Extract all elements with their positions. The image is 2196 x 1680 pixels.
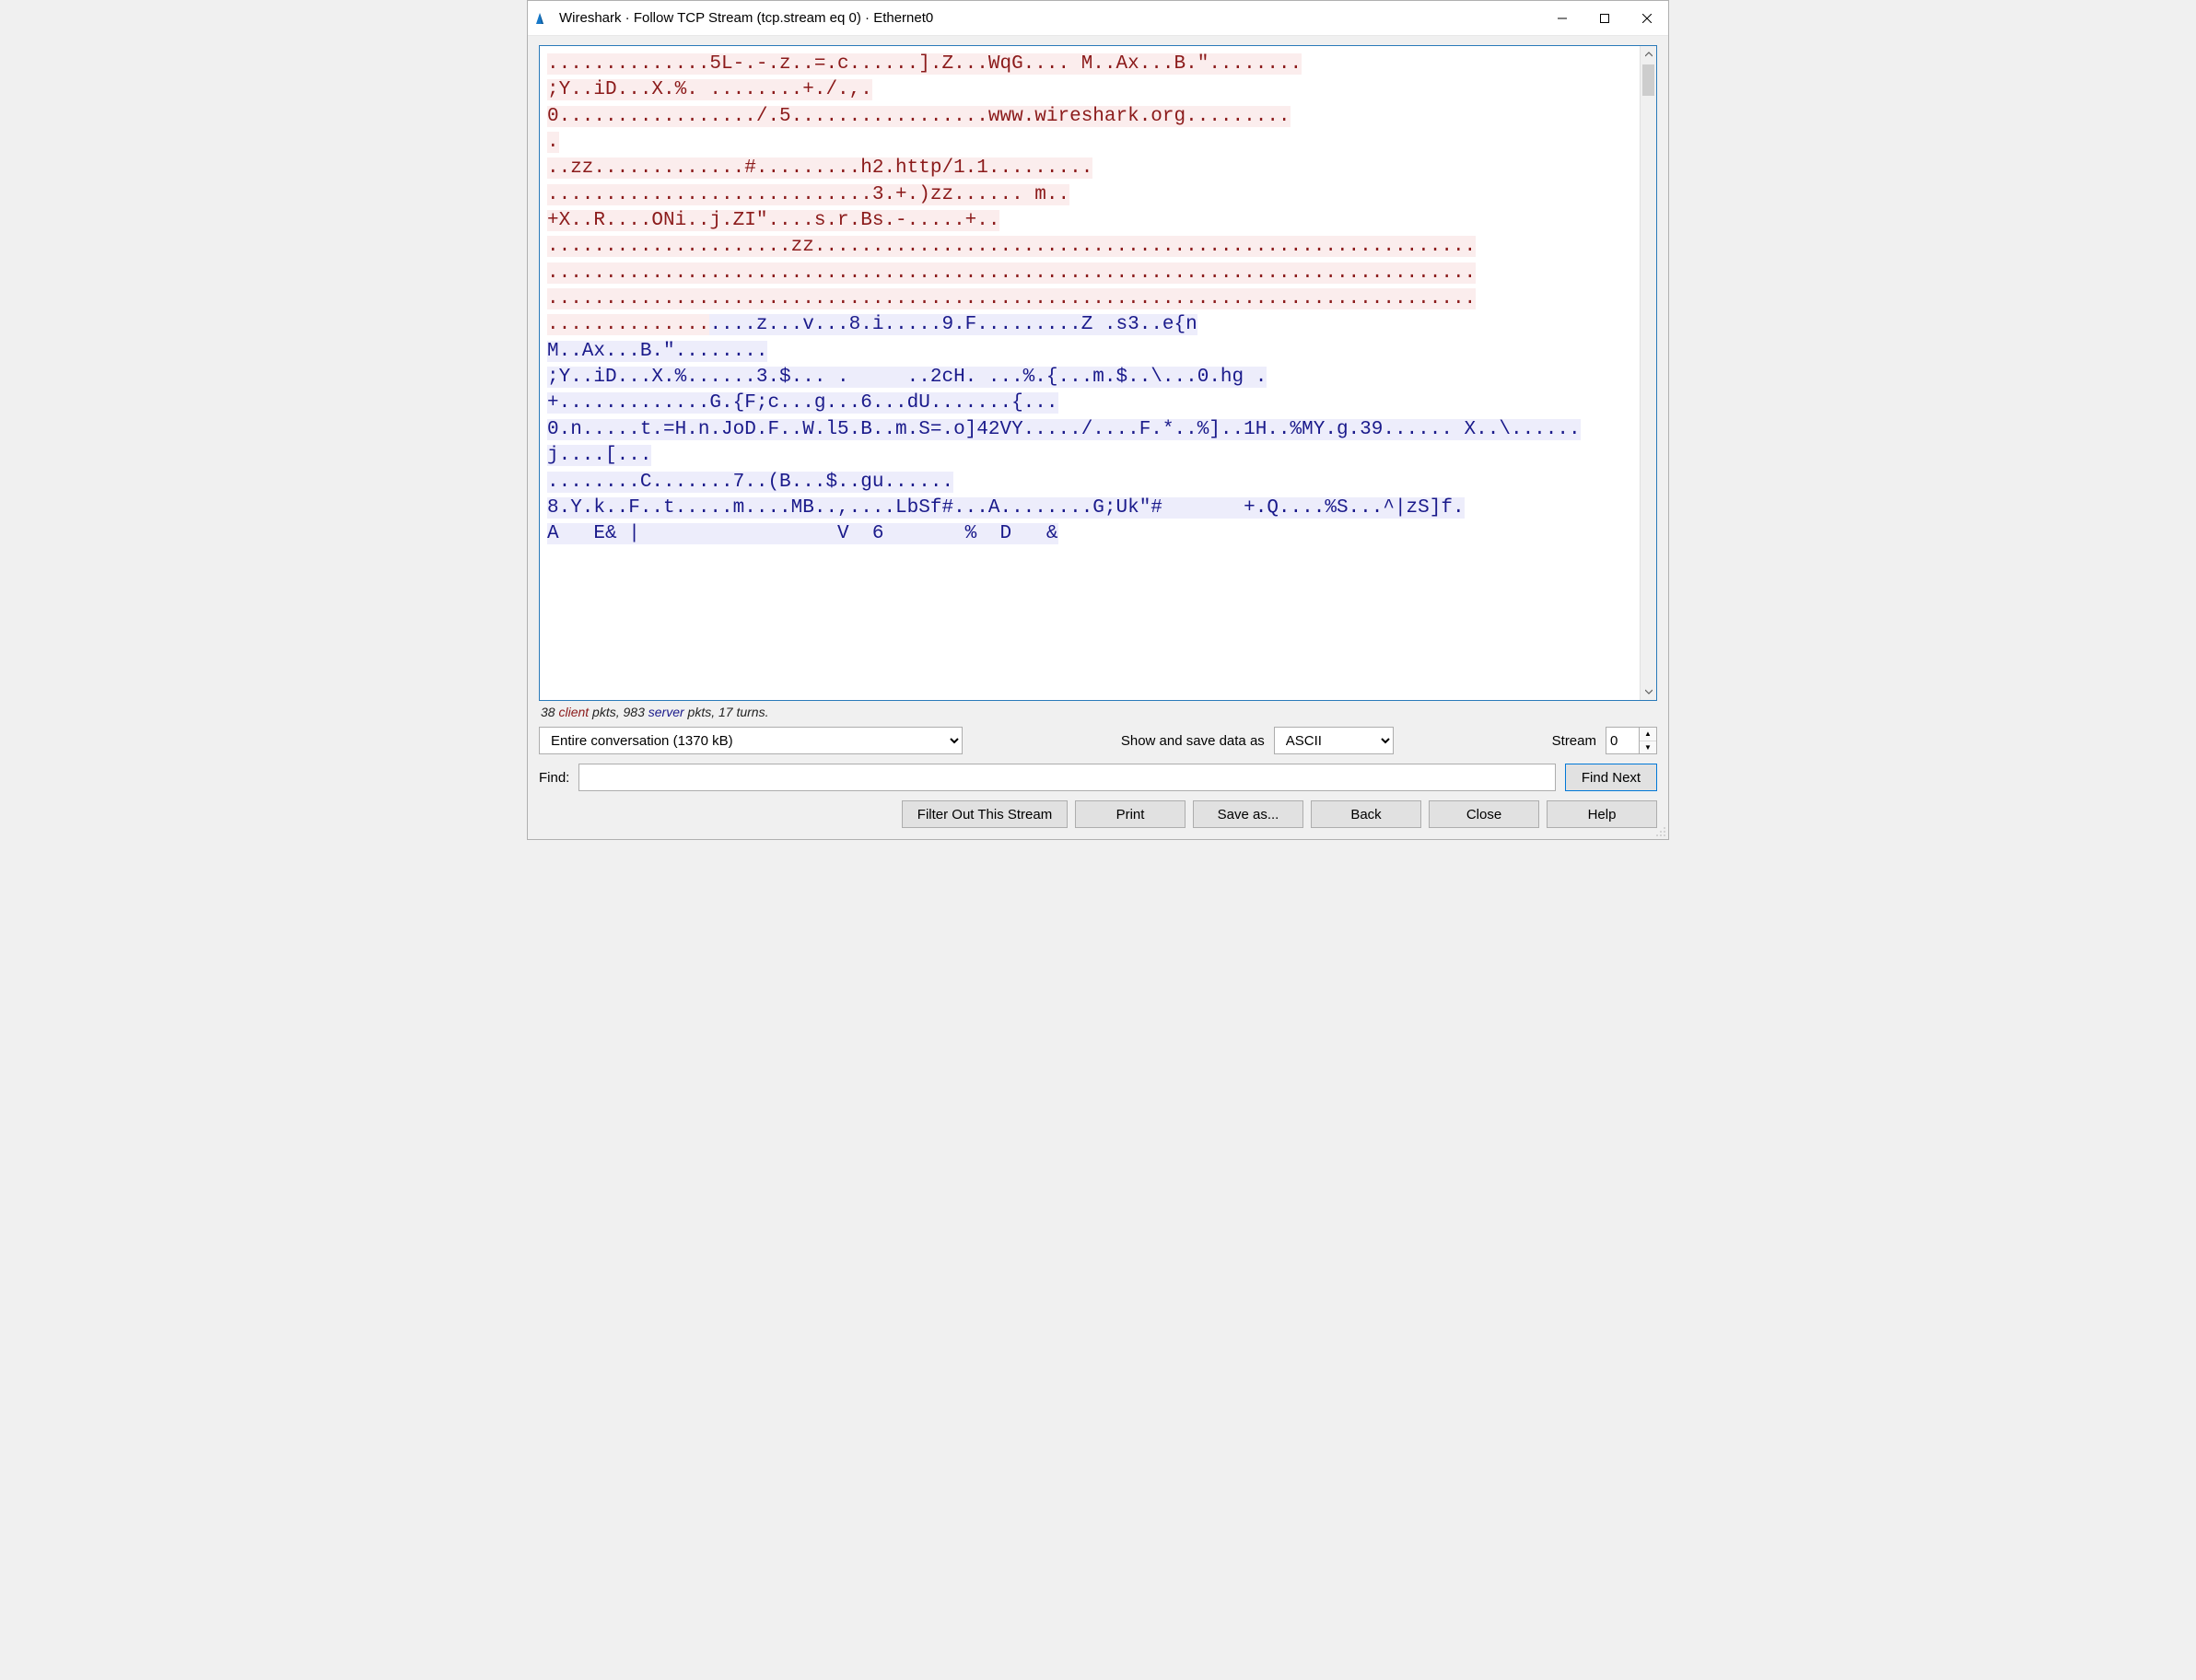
show-save-label: Show and save data as [1121, 733, 1265, 749]
vertical-scrollbar[interactable] [1640, 46, 1656, 700]
client-segment: ..zz.............#.........h2.http/1.1..… [547, 158, 1092, 231]
close-window-button[interactable] [1626, 1, 1668, 36]
stats-server-word: server [648, 705, 684, 719]
window-title: Wireshark · Follow TCP Stream (tcp.strea… [559, 10, 1541, 26]
dialog-content: ..............5L-.-.z..=.c......].Z...Wq… [528, 36, 1668, 839]
conversation-select[interactable]: Entire conversation (1370 kB) [539, 727, 963, 754]
help-button[interactable]: Help [1547, 800, 1657, 828]
close-button[interactable]: Close [1429, 800, 1539, 828]
stats-mid1: pkts, 983 [589, 705, 648, 719]
stream-label: Stream [1552, 733, 1596, 749]
find-label: Find: [539, 770, 569, 786]
scroll-thumb[interactable] [1642, 64, 1654, 96]
app-icon [535, 10, 552, 27]
scroll-down-arrow[interactable] [1641, 683, 1656, 700]
save-as-button[interactable]: Save as... [1193, 800, 1303, 828]
stream-text-area[interactable]: ..............5L-.-.z..=.c......].Z...Wq… [539, 45, 1657, 701]
bottom-button-row: Filter Out This Stream Print Save as... … [539, 799, 1657, 832]
stream-spin-down[interactable]: ▼ [1640, 741, 1656, 754]
find-next-button[interactable]: Find Next [1565, 764, 1657, 791]
stream-text-content: ..............5L-.-.z..=.c......].Z...Wq… [540, 46, 1640, 700]
controls-row: Entire conversation (1370 kB) Show and s… [539, 725, 1657, 762]
stats-prefix: 38 [541, 705, 558, 719]
window-controls [1541, 1, 1668, 36]
scroll-up-arrow[interactable] [1641, 46, 1656, 63]
format-select[interactable]: ASCII [1274, 727, 1394, 754]
packet-stats: 38 client pkts, 983 server pkts, 17 turn… [539, 701, 1657, 725]
server-segment: ....z...v...8.i.....9.F.........Z .s3..e… [709, 314, 1197, 335]
stream-number-input[interactable] [1606, 727, 1639, 754]
filter-out-stream-button[interactable]: Filter Out This Stream [902, 800, 1068, 828]
client-segment: 0................./.5.................ww… [547, 106, 1291, 153]
dialog-window: Wireshark · Follow TCP Stream (tcp.strea… [527, 0, 1669, 840]
resize-grip-icon[interactable] [1653, 824, 1666, 837]
server-segment: M..Ax...B."........ ;Y..iD...X.%......3.… [547, 341, 1267, 414]
server-segment: A E& | V 6 % D & [547, 523, 1058, 544]
titlebar: Wireshark · Follow TCP Stream (tcp.strea… [528, 1, 1668, 36]
minimize-button[interactable] [1541, 1, 1583, 36]
stats-client-word: client [558, 705, 589, 719]
server-segment: 0.n.....t.=H.n.JoD.F..W.l5.B..m.S=.o]42V… [547, 419, 1581, 466]
client-segment: ..............5L-.-.z..=.c......].Z...Wq… [547, 53, 1302, 100]
maximize-button[interactable] [1583, 1, 1626, 36]
back-button[interactable]: Back [1311, 800, 1421, 828]
find-row: Find: Find Next [539, 762, 1657, 799]
server-segment: 8.Y.k..F..t.....m....MB..,....LbSf#...A.… [547, 497, 1465, 519]
print-button[interactable]: Print [1075, 800, 1186, 828]
stream-number-spinner[interactable]: ▲ ▼ [1606, 727, 1657, 754]
stats-suffix: pkts, 17 turns. [684, 705, 769, 719]
find-input[interactable] [578, 764, 1556, 791]
stream-spin-up[interactable]: ▲ [1640, 728, 1656, 741]
server-segment: ........C.......7..(B...$..gu...... [547, 472, 953, 493]
